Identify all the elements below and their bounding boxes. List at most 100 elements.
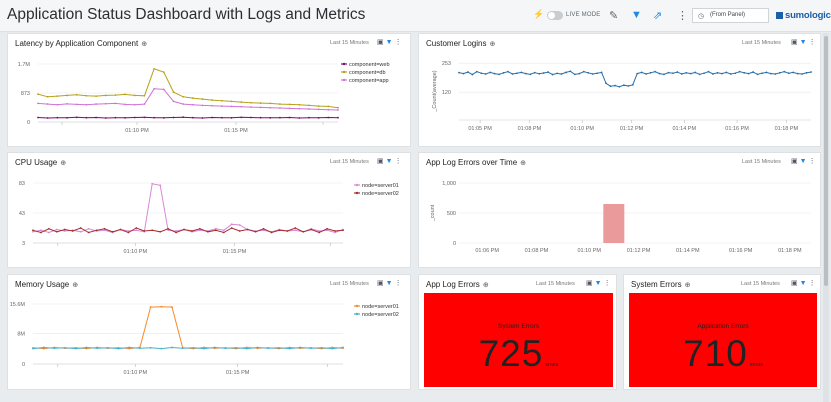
panel-time-range: Last 15 Minutes bbox=[742, 159, 781, 165]
data-point bbox=[135, 227, 138, 229]
data-point bbox=[230, 116, 233, 119]
zoom-icon[interactable]: ⊕ bbox=[482, 282, 489, 289]
data-point bbox=[240, 101, 243, 103]
data-point bbox=[498, 73, 501, 76]
data-point bbox=[230, 223, 233, 226]
data-point bbox=[288, 107, 291, 110]
data-point bbox=[46, 103, 49, 105]
data-point bbox=[250, 116, 252, 119]
data-point bbox=[87, 231, 90, 234]
data-point bbox=[551, 73, 554, 76]
legend-marker bbox=[355, 304, 359, 308]
data-point bbox=[600, 71, 603, 74]
panel-actions[interactable]: ▣ ▼ ⋮ bbox=[584, 279, 611, 287]
data-point bbox=[95, 229, 98, 232]
data-point bbox=[114, 94, 117, 96]
data-point bbox=[240, 116, 243, 119]
data-point bbox=[66, 102, 68, 105]
copy-icon: ▣ bbox=[377, 280, 384, 287]
data-point bbox=[238, 224, 241, 226]
legend-marker bbox=[355, 312, 359, 316]
data-point bbox=[211, 99, 214, 101]
data-point bbox=[143, 116, 146, 119]
series-line bbox=[37, 116, 339, 119]
data-point bbox=[712, 73, 714, 75]
data-point bbox=[787, 72, 790, 75]
data-point bbox=[278, 229, 281, 232]
data-point bbox=[752, 71, 754, 73]
zoom-icon[interactable]: ⊕ bbox=[684, 282, 691, 289]
data-point bbox=[171, 306, 173, 308]
panel-title: Customer Logins ⊕ bbox=[426, 39, 496, 48]
x-tick-label: 01:16 PM bbox=[725, 126, 749, 132]
panel-title: CPU Usage ⊕ bbox=[15, 158, 67, 167]
panel-actions[interactable]: ▣ ▼ ⋮ bbox=[375, 38, 402, 46]
zoom-icon[interactable]: ⊕ bbox=[520, 160, 527, 167]
bar bbox=[603, 204, 625, 243]
panel-filter-icon: ▼ bbox=[799, 280, 807, 287]
data-point bbox=[182, 103, 185, 105]
filter-icon[interactable]: ▼ bbox=[631, 9, 642, 21]
y-axis-label: _count bbox=[430, 204, 436, 222]
data-point bbox=[591, 73, 594, 75]
zoom-icon[interactable]: ⊕ bbox=[60, 160, 67, 167]
share-icon[interactable]: ⇗ bbox=[653, 10, 663, 22]
panel-actions[interactable]: ▣ ▼ ⋮ bbox=[375, 279, 402, 287]
legend-label: component=db bbox=[349, 70, 386, 76]
more-options-icon[interactable]: ⋮ bbox=[677, 10, 688, 22]
data-point bbox=[199, 229, 201, 232]
data-point bbox=[55, 230, 58, 233]
data-point bbox=[230, 105, 233, 108]
data-point bbox=[326, 229, 329, 232]
copy-icon: ▣ bbox=[791, 39, 798, 46]
time-range-selector[interactable]: ◷ (From Panel) bbox=[692, 8, 769, 23]
panel-actions[interactable]: ▣ ▼ ⋮ bbox=[789, 157, 816, 165]
data-point bbox=[75, 103, 78, 106]
legend-label: node=server02 bbox=[362, 191, 399, 197]
data-point bbox=[269, 106, 272, 109]
y-tick-label: 0 bbox=[22, 362, 25, 368]
data-point bbox=[645, 73, 648, 75]
data-point bbox=[85, 103, 88, 106]
data-point bbox=[582, 70, 585, 73]
edit-icon[interactable]: ✎ bbox=[609, 10, 619, 22]
legend-label: node=server01 bbox=[362, 304, 399, 310]
app-log-errors-panel: App Log Errors ⊕ Last 15 Minutes ▣ ▼ ⋮ Syst… bbox=[418, 274, 617, 390]
data-point bbox=[256, 346, 259, 349]
data-point bbox=[32, 230, 34, 233]
system-errors-panel: System Errors ⊕ Last 15 Minutes ▣ ▼ ⋮ Appli… bbox=[623, 274, 821, 390]
data-point bbox=[738, 70, 741, 73]
x-tick-label: 01:15 PM bbox=[226, 370, 250, 376]
data-point bbox=[288, 116, 291, 119]
time-range-value: (From Panel) bbox=[710, 12, 746, 18]
panel-actions[interactable]: ▣ ▼ ⋮ bbox=[789, 279, 816, 287]
y-tick-label: 1,000 bbox=[442, 181, 456, 187]
x-tick-label: 01:14 PM bbox=[673, 126, 697, 132]
data-point bbox=[183, 228, 185, 231]
panel-actions[interactable]: ▣ ▼ ⋮ bbox=[789, 38, 816, 46]
data-point bbox=[143, 230, 146, 232]
scrollbar-thumb[interactable] bbox=[824, 36, 828, 286]
zoom-icon[interactable]: ⊕ bbox=[141, 41, 148, 48]
data-point bbox=[318, 231, 321, 234]
page-scrollbar[interactable] bbox=[823, 33, 829, 402]
live-mode-toggle[interactable] bbox=[547, 11, 563, 20]
y-tick-label: 0 bbox=[453, 241, 456, 247]
data-point bbox=[47, 231, 50, 234]
zoom-icon[interactable]: ⊕ bbox=[72, 282, 79, 289]
data-point bbox=[467, 71, 469, 73]
y-tick-label: 15.6M bbox=[10, 302, 26, 308]
data-point bbox=[471, 73, 474, 76]
data-point bbox=[240, 105, 243, 108]
data-point bbox=[462, 72, 465, 75]
copy-icon: ▣ bbox=[586, 280, 593, 287]
data-point bbox=[149, 306, 152, 308]
data-point bbox=[153, 87, 156, 90]
data-point bbox=[63, 230, 66, 232]
single-value-tile: System Errors 725 errors bbox=[424, 293, 613, 387]
data-point bbox=[262, 227, 265, 230]
data-point bbox=[725, 71, 728, 74]
zoom-icon[interactable]: ⊕ bbox=[489, 41, 496, 48]
panel-actions[interactable]: ▣ ▼ ⋮ bbox=[375, 157, 402, 165]
data-point bbox=[127, 230, 130, 232]
